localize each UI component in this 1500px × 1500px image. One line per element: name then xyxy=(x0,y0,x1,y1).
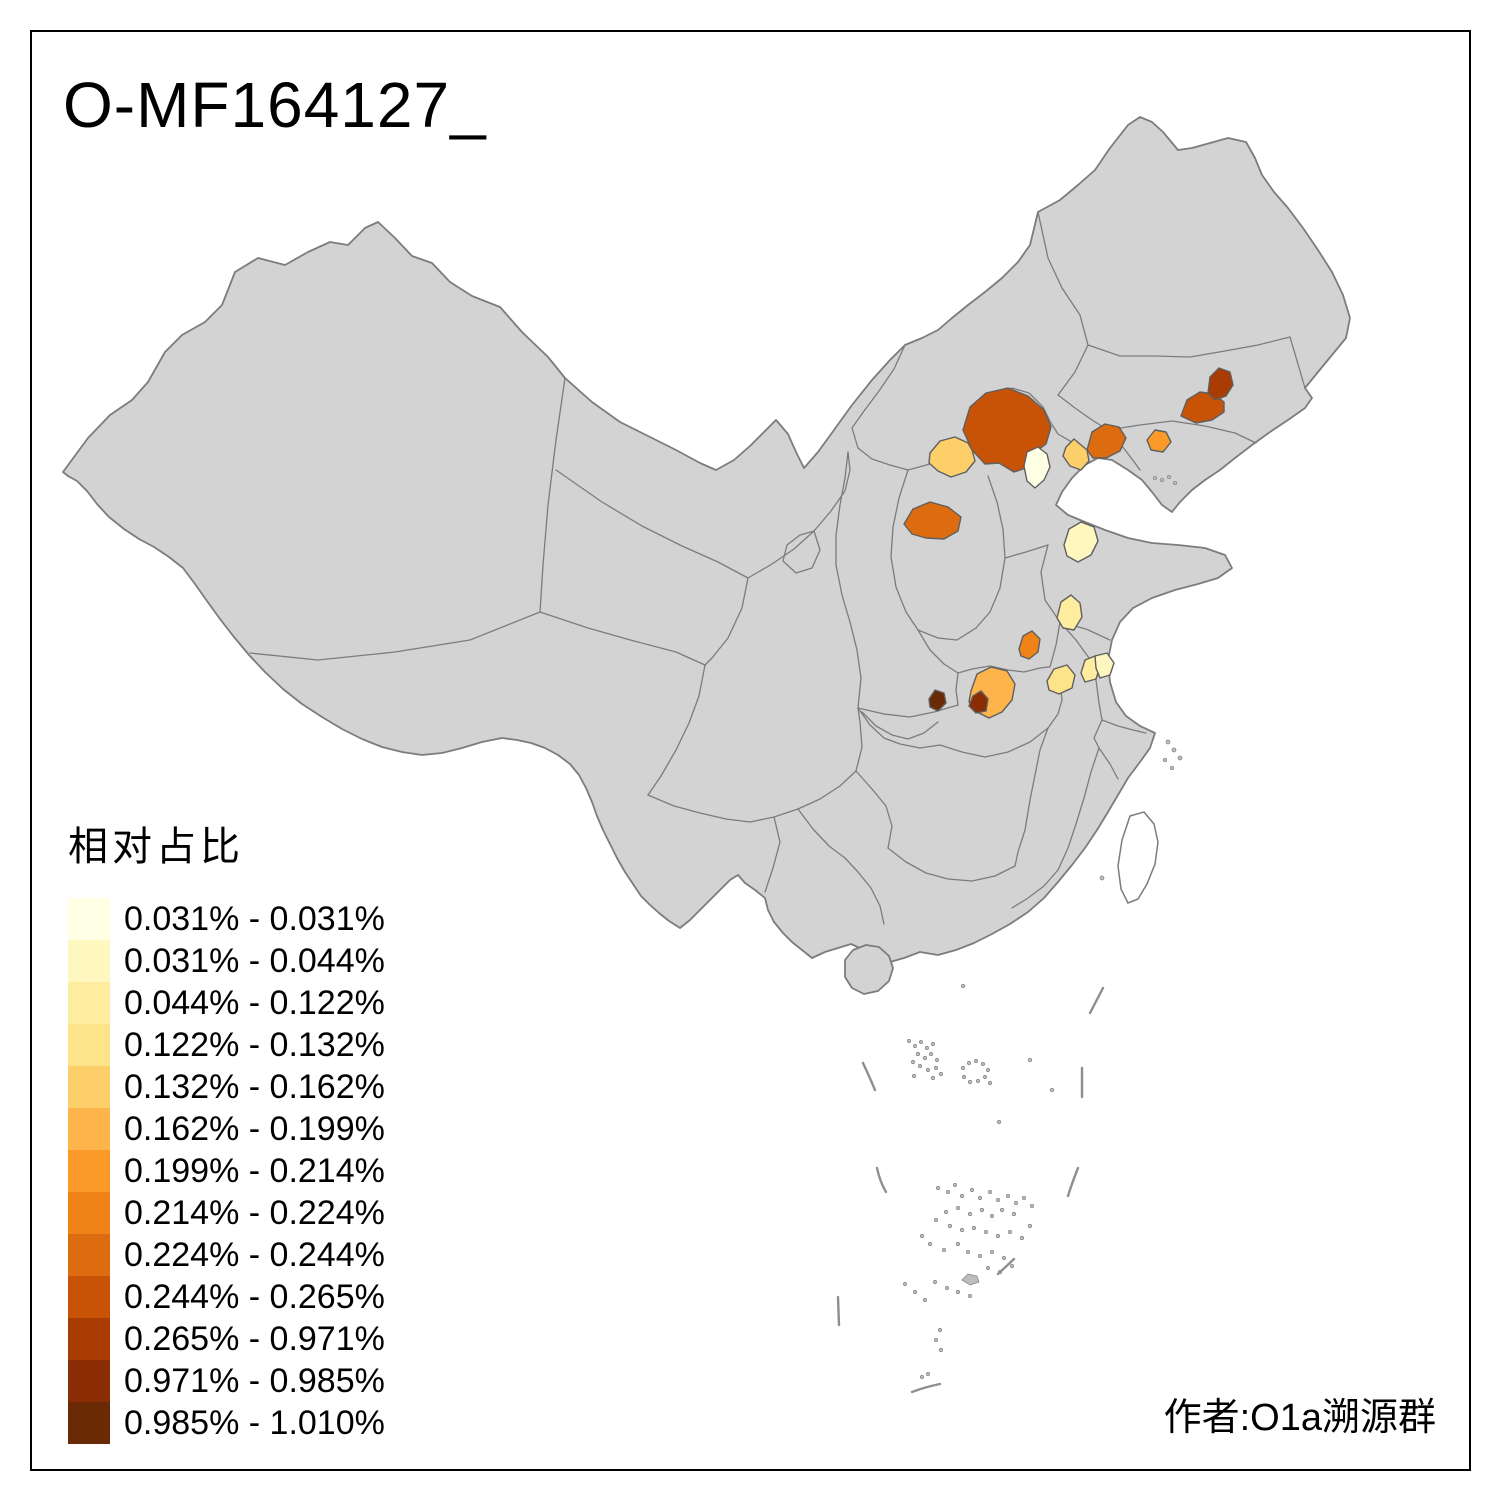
map-region xyxy=(1063,521,1099,563)
map-region xyxy=(1094,652,1115,679)
legend-label: 0.199% - 0.214% xyxy=(124,1151,385,1190)
legend-label: 0.162% - 0.199% xyxy=(124,1109,385,1148)
legend-swatch xyxy=(68,1024,110,1066)
legend-swatch xyxy=(68,1276,110,1318)
legend-label: 0.031% - 0.044% xyxy=(124,941,385,980)
taiwan-island xyxy=(1117,811,1159,904)
legend-swatch xyxy=(68,1066,110,1108)
map-region xyxy=(928,689,947,712)
coastal-islets xyxy=(1099,474,1183,881)
legend-item: 0.122% - 0.132% xyxy=(68,1024,385,1066)
province-boundaries xyxy=(249,211,1306,925)
legend-swatch xyxy=(68,1108,110,1150)
legend: 相对占比 0.031% - 0.031% 0.031% - 0.044% 0.044… xyxy=(68,814,385,1444)
legend-label: 0.985% - 1.010% xyxy=(124,1403,385,1442)
south-china-sea-islands xyxy=(836,983,1105,1394)
legend-item: 0.214% - 0.224% xyxy=(68,1192,385,1234)
legend-label: 0.265% - 0.971% xyxy=(124,1319,385,1358)
legend-item: 0.031% - 0.031% xyxy=(68,898,385,940)
legend-swatch xyxy=(68,1150,110,1192)
legend-item: 0.044% - 0.122% xyxy=(68,982,385,1024)
legend-item: 0.244% - 0.265% xyxy=(68,1276,385,1318)
legend-swatch xyxy=(68,1318,110,1360)
legend-label: 0.031% - 0.031% xyxy=(124,899,385,938)
map-region xyxy=(968,690,989,714)
legend-item: 0.162% - 0.199% xyxy=(68,1108,385,1150)
legend-rows: 0.031% - 0.031% 0.031% - 0.044% 0.044% - 0… xyxy=(68,898,385,1444)
legend-swatch xyxy=(68,898,110,940)
page-title: O-MF164127_ xyxy=(63,69,487,141)
legend-swatch xyxy=(68,1192,110,1234)
map-region xyxy=(1062,438,1090,471)
map-region xyxy=(1023,446,1051,489)
legend-swatch xyxy=(68,1234,110,1276)
highlighted-regions xyxy=(903,367,1234,719)
legend-swatch xyxy=(68,940,110,982)
map-region xyxy=(928,436,976,478)
legend-item: 0.132% - 0.162% xyxy=(68,1066,385,1108)
map-region xyxy=(1018,630,1041,660)
map-region xyxy=(1207,367,1234,401)
legend-item: 0.224% - 0.244% xyxy=(68,1234,385,1276)
legend-item: 0.199% - 0.214% xyxy=(68,1150,385,1192)
legend-label: 0.214% - 0.224% xyxy=(124,1193,385,1232)
legend-item: 0.265% - 0.971% xyxy=(68,1318,385,1360)
legend-label: 0.122% - 0.132% xyxy=(124,1025,385,1064)
hainan-island xyxy=(844,944,894,995)
map-region xyxy=(903,501,962,540)
legend-label: 0.044% - 0.122% xyxy=(124,983,385,1022)
legend-label: 0.224% - 0.244% xyxy=(124,1235,385,1274)
legend-label: 0.132% - 0.162% xyxy=(124,1067,385,1106)
map-region xyxy=(1046,664,1076,695)
map-region xyxy=(1086,423,1127,459)
legend-swatch xyxy=(68,1402,110,1444)
legend-item: 0.971% - 0.985% xyxy=(68,1360,385,1402)
legend-swatch xyxy=(68,1360,110,1402)
map-region xyxy=(1056,594,1083,631)
legend-item: 0.031% - 0.044% xyxy=(68,940,385,982)
legend-label: 0.244% - 0.265% xyxy=(124,1277,385,1316)
map-region xyxy=(1180,391,1225,424)
map-region xyxy=(1146,429,1172,453)
author-credit: 作者:O1a溯源群 xyxy=(1163,1397,1436,1439)
legend-label: 0.971% - 0.985% xyxy=(124,1361,385,1400)
legend-item: 0.985% - 1.010% xyxy=(68,1402,385,1444)
country-outline xyxy=(62,116,1351,963)
figure-frame xyxy=(30,30,1471,1471)
legend-swatch xyxy=(68,982,110,1024)
legend-title: 相对占比 xyxy=(68,825,244,869)
